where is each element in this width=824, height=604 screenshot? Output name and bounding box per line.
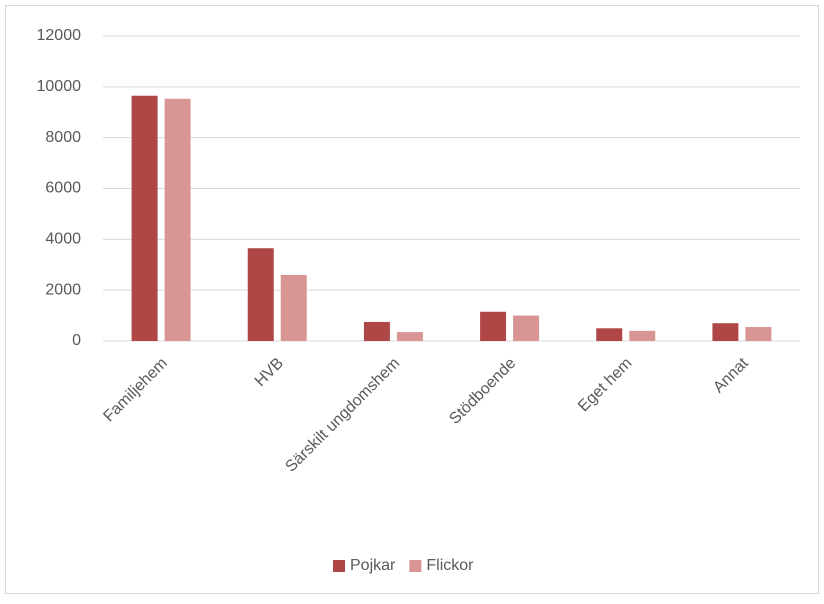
- legend-label: Pojkar: [350, 557, 396, 574]
- y-tick-label: 12000: [37, 27, 82, 44]
- y-tick-label: 4000: [45, 231, 81, 248]
- legend-swatch: [333, 560, 345, 572]
- bar: [280, 274, 307, 341]
- y-tick-label: 6000: [45, 180, 81, 197]
- chart-border: [5, 5, 819, 594]
- bar: [247, 248, 274, 341]
- legend-swatch: [409, 560, 422, 572]
- bar: [396, 332, 423, 341]
- bar: [513, 315, 540, 341]
- legend-label: Flickor: [426, 557, 474, 574]
- y-tick-label: 8000: [45, 129, 81, 146]
- y-tick-label: 0: [72, 332, 81, 349]
- bar: [131, 95, 158, 342]
- y-tick-label: 2000: [45, 281, 81, 298]
- bar: [596, 328, 623, 341]
- bar: [745, 327, 772, 341]
- y-tick-label: 10000: [37, 78, 82, 95]
- bar: [164, 98, 191, 341]
- bar: [712, 323, 739, 341]
- bar: [629, 330, 656, 341]
- bar: [480, 311, 507, 341]
- bar: [363, 321, 390, 341]
